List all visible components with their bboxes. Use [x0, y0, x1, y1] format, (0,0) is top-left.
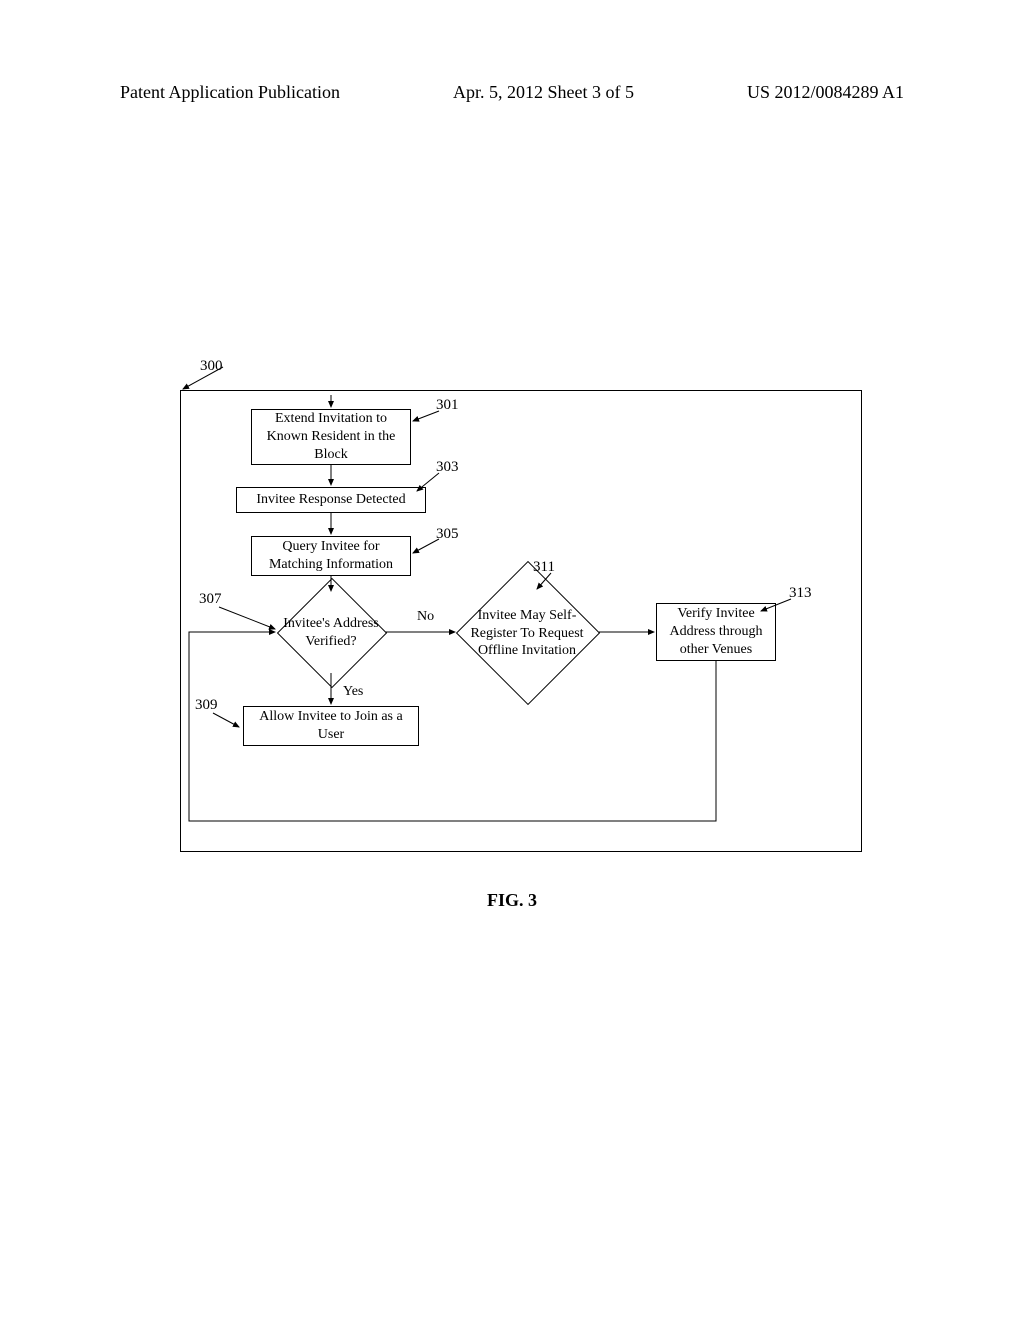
figure-label: FIG. 3: [0, 890, 1024, 911]
flowchart-container: Extend Invitation to Known Resident in t…: [180, 390, 862, 852]
header-center: Apr. 5, 2012 Sheet 3 of 5: [453, 82, 634, 103]
ref-300: 300: [200, 358, 223, 375]
header-right: US 2012/0084289 A1: [747, 82, 904, 103]
header-left: Patent Application Publication: [120, 82, 340, 103]
flowchart-arrows: [181, 391, 861, 851]
page-header: Patent Application Publication Apr. 5, 2…: [0, 82, 1024, 103]
